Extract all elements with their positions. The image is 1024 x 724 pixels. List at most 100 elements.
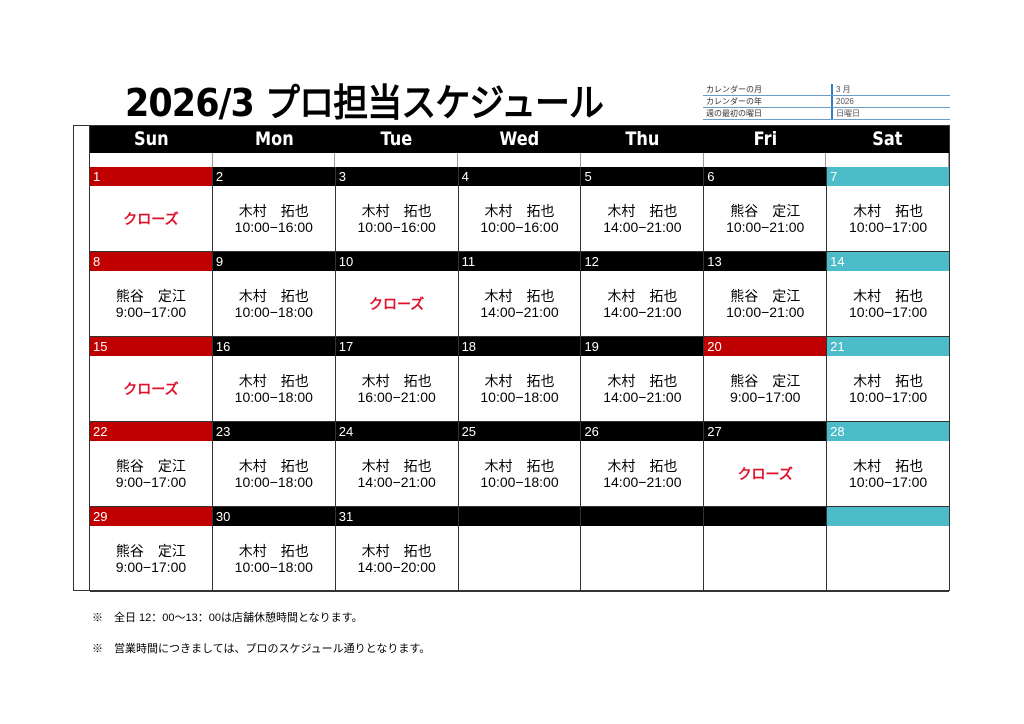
day-content: 木村 拓也 10:00−17:00 [827, 186, 949, 251]
staff-name: 木村 拓也 [607, 287, 678, 304]
closed-label: クローズ [737, 465, 793, 482]
day-content: 木村 拓也 10:00−18:00 [213, 356, 335, 421]
shift-time: 9:00−17:00 [115, 558, 187, 575]
day-number: 7 [827, 167, 950, 186]
day-content: 木村 拓也 14:00−20:00 [336, 526, 458, 591]
day-number [704, 507, 827, 526]
weekday-fri: Fri [753, 128, 777, 150]
day-content [459, 526, 581, 591]
day-cell[interactable]: 1 クローズ [90, 167, 213, 252]
spacer-row [90, 153, 950, 168]
day-cell[interactable] [827, 507, 950, 592]
setting-label: カレンダーの月 [706, 85, 762, 94]
day-content: 木村 拓也 14:00−21:00 [459, 271, 581, 336]
closed-label: クローズ [123, 210, 179, 227]
staff-name: 木村 拓也 [853, 457, 924, 474]
staff-name: 木村 拓也 [853, 287, 924, 304]
day-cell[interactable]: 8 熊谷 定江 9:00−17:00 [90, 252, 213, 337]
day-number: 8 [90, 252, 212, 271]
day-cell[interactable]: 16 木村 拓也 10:00−18:00 [212, 337, 336, 422]
day-cell[interactable]: 6 熊谷 定江 10:00−21:00 [704, 167, 828, 252]
shift-time: 10:00−16:00 [234, 218, 313, 235]
day-number [827, 507, 950, 526]
staff-name: 木村 拓也 [607, 372, 678, 389]
page-title: 2026/3 プロ担当スケジュール [125, 81, 604, 125]
staff-name: 木村 拓也 [361, 202, 432, 219]
day-cell[interactable] [704, 507, 828, 592]
day-cell[interactable]: 7 木村 拓也 10:00−17:00 [827, 167, 950, 252]
day-number: 29 [90, 507, 212, 526]
day-content [704, 526, 826, 591]
staff-name: 熊谷 定江 [730, 372, 801, 389]
setting-value[interactable]: 3 月 [831, 84, 851, 95]
day-number [581, 507, 704, 526]
staff-name: 熊谷 定江 [730, 287, 801, 304]
day-cell[interactable]: 31 木村 拓也 14:00−20:00 [335, 507, 459, 592]
day-number: 21 [827, 337, 950, 356]
day-cell[interactable]: 11 木村 拓也 14:00−21:00 [458, 252, 582, 337]
day-cell[interactable] [581, 507, 705, 592]
day-content: 熊谷 定江 9:00−17:00 [90, 271, 212, 336]
day-number: 13 [704, 252, 827, 271]
day-cell[interactable]: 3 木村 拓也 10:00−16:00 [335, 167, 459, 252]
shift-time: 10:00−21:00 [726, 303, 805, 320]
day-number: 31 [335, 507, 458, 526]
day-cell[interactable]: 29 熊谷 定江 9:00−17:00 [90, 507, 213, 592]
day-cell[interactable]: 14 木村 拓也 10:00−17:00 [827, 252, 950, 337]
day-cell[interactable]: 2 木村 拓也 10:00−16:00 [212, 167, 336, 252]
day-cell[interactable]: 28 木村 拓也 10:00−17:00 [827, 422, 950, 507]
shift-time: 10:00−17:00 [848, 388, 928, 405]
staff-name: 木村 拓也 [484, 372, 555, 389]
day-number: 23 [212, 422, 335, 441]
day-cell[interactable]: 22 熊谷 定江 9:00−17:00 [90, 422, 213, 507]
staff-name: 木村 拓也 [484, 457, 555, 474]
day-content: 木村 拓也 10:00−18:00 [459, 441, 581, 506]
day-cell[interactable]: 26 木村 拓也 14:00−21:00 [581, 422, 705, 507]
staff-name: 木村 拓也 [238, 287, 309, 304]
staff-name: 木村 拓也 [853, 202, 924, 219]
day-cell[interactable] [458, 507, 582, 592]
day-cell[interactable]: 18 木村 拓也 10:00−18:00 [458, 337, 582, 422]
day-number: 25 [458, 422, 581, 441]
day-cell[interactable]: 5 木村 拓也 14:00−21:00 [581, 167, 705, 252]
setting-value[interactable]: 日曜日 [831, 108, 860, 119]
day-cell[interactable]: 9 木村 拓也 10:00−18:00 [212, 252, 336, 337]
day-cell[interactable]: 12 木村 拓也 14:00−21:00 [581, 252, 705, 337]
day-number [458, 507, 581, 526]
day-cell[interactable]: 21 木村 拓也 10:00−17:00 [827, 337, 950, 422]
weekday-wed: Wed [499, 128, 540, 150]
day-cell[interactable]: 13 熊谷 定江 10:00−21:00 [704, 252, 828, 337]
day-content: 木村 拓也 10:00−18:00 [213, 441, 335, 506]
day-cell[interactable]: 23 木村 拓也 10:00−18:00 [212, 422, 336, 507]
day-cell[interactable]: 17 木村 拓也 16:00−21:00 [335, 337, 459, 422]
shift-time: 10:00−16:00 [480, 218, 559, 235]
staff-name: 木村 拓也 [484, 202, 555, 219]
day-cell[interactable]: 4 木村 拓也 10:00−16:00 [458, 167, 582, 252]
shift-time: 14:00−21:00 [480, 303, 559, 320]
shift-time: 10:00−17:00 [848, 218, 928, 235]
day-cell[interactable]: 25 木村 拓也 10:00−18:00 [458, 422, 582, 507]
weekday-header: Sun Mon Tue Wed Thu Fri Sat [90, 126, 949, 153]
day-number: 3 [335, 167, 458, 186]
day-cell[interactable]: 27 クローズ [704, 422, 828, 507]
staff-name: 熊谷 定江 [115, 542, 186, 559]
shift-time: 14:00−21:00 [603, 303, 682, 320]
day-content: クローズ [704, 441, 826, 506]
day-number: 19 [581, 337, 704, 356]
day-cell[interactable]: 24 木村 拓也 14:00−21:00 [335, 422, 459, 507]
day-cell[interactable]: 19 木村 拓也 14:00−21:00 [581, 337, 705, 422]
setting-label: 週の最初の曜日 [706, 109, 762, 118]
week-row: 15 クローズ 16 木村 拓也 10:00−18:00 17 木村 拓也 16:00−21:… [90, 337, 950, 422]
day-content: クローズ [90, 356, 212, 421]
day-cell[interactable]: 20 熊谷 定江 9:00−17:00 [704, 337, 828, 422]
day-content: 熊谷 定江 9:00−17:00 [90, 441, 212, 506]
day-content [827, 526, 949, 591]
side-column [74, 126, 90, 590]
day-number: 5 [581, 167, 704, 186]
day-content: 木村 拓也 10:00−17:00 [827, 441, 949, 506]
day-cell[interactable]: 15 クローズ [90, 337, 213, 422]
weekday-sun: Sun [134, 128, 169, 150]
day-cell[interactable]: 30 木村 拓也 10:00−18:00 [212, 507, 336, 592]
setting-value[interactable]: 2026 [831, 96, 854, 107]
day-cell[interactable]: 10 クローズ [335, 252, 459, 337]
